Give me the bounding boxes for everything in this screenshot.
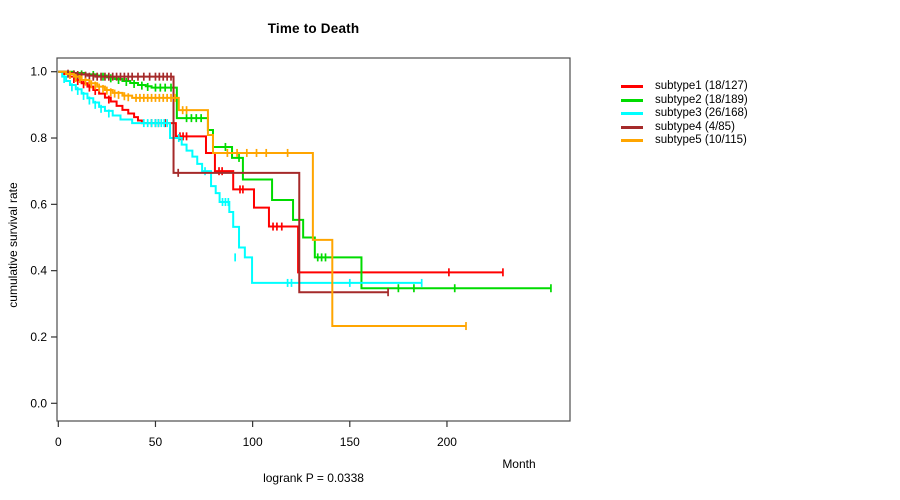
x-axis-label: Month bbox=[502, 457, 536, 471]
legend-line-swatch-subtype3 bbox=[621, 112, 643, 116]
legend-item-label: subtype2 (18/189) bbox=[655, 93, 748, 106]
survival-curve-subtype1 bbox=[58, 70, 503, 274]
y-tick-label: 0.6 bbox=[30, 197, 47, 211]
legend-item-subtype5: subtype5 (10/115) bbox=[621, 134, 748, 148]
legend-item-label: subtype1 (18/127) bbox=[655, 80, 748, 92]
legend-line-swatch-subtype5 bbox=[621, 139, 643, 143]
legend: subtype1 (18/127) subtype2 (18/189) subtyp… bbox=[621, 80, 748, 148]
y-tick-label: 0.4 bbox=[30, 264, 47, 278]
legend-line-swatch-subtype4 bbox=[621, 125, 643, 129]
survival-curve-subtype4 bbox=[58, 70, 389, 294]
x-tick-label: 150 bbox=[340, 435, 360, 449]
legend-item-label: subtype3 (26/168) bbox=[655, 107, 748, 119]
legend-item-subtype3: subtype3 (26/168) bbox=[621, 107, 748, 121]
y-tick-label: 1.0 bbox=[30, 65, 47, 79]
survival-curve-subtype2 bbox=[58, 70, 551, 290]
legend-line-swatch-subtype2 bbox=[621, 98, 643, 102]
legend-item-subtype1: subtype1 (18/127) bbox=[621, 80, 748, 94]
chart-title: Time to Death bbox=[267, 21, 360, 36]
legend-line-swatch-subtype1 bbox=[621, 85, 643, 89]
logrank-pvalue-note: logrank P = 0.0338 bbox=[263, 471, 364, 485]
x-tick-label: 100 bbox=[243, 435, 263, 449]
y-tick-label: 0.8 bbox=[30, 131, 47, 145]
survival-curve-subtype3 bbox=[58, 70, 422, 284]
legend-item-label: subtype4 (4/85) bbox=[655, 120, 735, 133]
legend-item-subtype4: subtype4 (4/85) bbox=[621, 121, 748, 135]
x-tick-label: 50 bbox=[149, 435, 163, 449]
plot-box bbox=[56, 57, 571, 422]
y-tick-label: 0.0 bbox=[30, 396, 47, 410]
x-tick-label: 200 bbox=[437, 435, 457, 449]
y-tick-label: 0.2 bbox=[30, 330, 47, 344]
legend-item-subtype2: subtype2 (18/189) bbox=[621, 94, 748, 108]
x-tick-label: 0 bbox=[55, 435, 62, 449]
legend-item-label: subtype5 (10/115) bbox=[655, 134, 747, 146]
